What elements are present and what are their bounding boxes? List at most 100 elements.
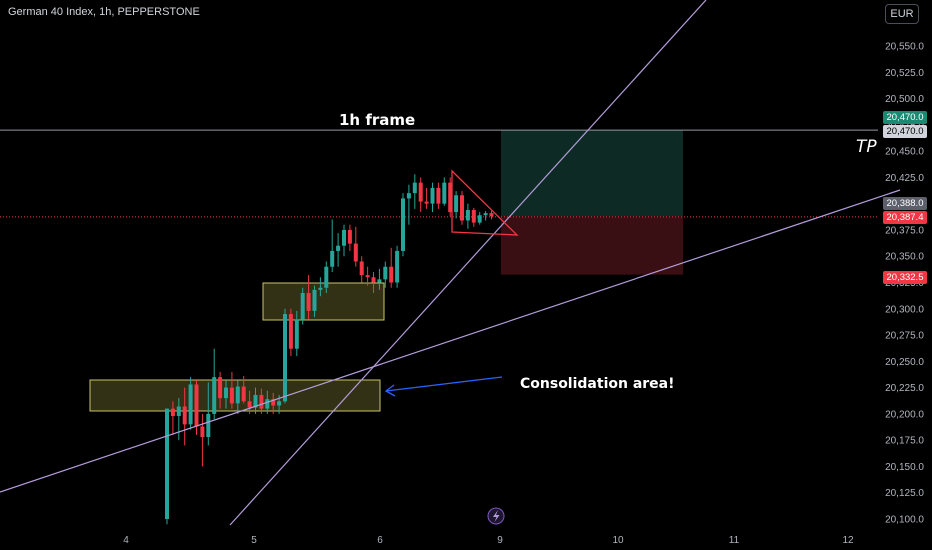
x-axis-tick-label: 10 [612,535,624,546]
consolidation-zone-lower[interactable] [89,379,381,412]
candle-body [170,408,175,416]
trendline-shallow[interactable] [0,189,901,493]
entry-price-tag: 20,388.0 [883,197,927,210]
candle-body [288,314,293,349]
candle-body [436,187,441,204]
stop-price-tag: 20,332.5 [883,271,927,284]
x-axis-tick-label: 11 [729,535,740,546]
candle-body [176,406,181,416]
candle-body [371,277,376,283]
candle-body [383,266,388,280]
candle-body [448,182,453,213]
candle-body [353,243,358,262]
candle-body [318,287,323,290]
candle-body [277,401,282,406]
annotation-arrow-head [384,384,396,397]
candle-body [294,319,299,349]
candle-body [271,399,276,406]
lightning-icon[interactable] [493,510,500,522]
candle-body [312,289,317,311]
tp-price-tag-secondary: 20,470.0 [883,125,927,138]
candle-body [430,187,435,204]
candle-body [418,182,423,202]
candle-body [359,261,364,276]
candle-body [324,266,329,288]
y-axis-tick-label: 20,175.0 [885,436,924,447]
y-axis-tick-label: 20,100.0 [885,515,924,526]
profit-zone[interactable] [501,130,683,217]
candle-body [188,384,193,425]
candle-body [401,198,405,251]
candle-body [460,195,464,221]
candle-body [336,245,341,251]
candle-body [489,213,494,217]
candle-body [306,293,311,311]
candle-body [406,193,411,199]
candle-body [235,386,240,404]
candle-body [265,399,270,409]
last-price-tag: 20,387.4 [883,211,927,224]
x-axis-tick-label: 6 [377,535,383,546]
candle-body [283,314,287,402]
candle-body [229,387,234,404]
candle-body [365,275,370,278]
candle-body [347,229,352,244]
y-axis-tick-label: 20,450.0 [885,147,924,158]
tp-annotation: TP [856,137,877,157]
currency-button[interactable]: EUR [885,4,919,24]
candle-body [465,209,470,221]
frame-annotation: 1h frame [339,111,416,129]
y-axis-tick-label: 20,375.0 [885,225,924,236]
candle-body [165,408,169,519]
y-axis-tick-label: 20,150.0 [885,462,924,473]
candle-body [424,201,429,204]
triangle-pattern[interactable] [451,169,519,236]
symbol-title: German 40 Index, 1h, PEPPERSTONE [8,6,200,18]
y-axis-tick-label: 20,200.0 [885,409,924,420]
x-axis-tick-label: 5 [251,535,257,546]
candle-body [253,394,258,408]
y-axis-tick-label: 20,550.0 [885,42,924,53]
annotation-arrow-line[interactable] [385,376,503,392]
x-axis-tick-label: 12 [842,535,854,546]
y-axis-tick-label: 20,250.0 [885,357,924,368]
candle-body [224,387,228,399]
candle-body [330,250,335,267]
candle-body [389,266,394,283]
candle-body [241,386,246,402]
x-axis-tick-label: 9 [497,535,503,546]
candle-body [454,195,459,213]
candle-body [483,213,488,216]
consolidation-zone-upper[interactable] [262,282,385,321]
candle-body [194,384,199,427]
y-axis-tick-label: 20,275.0 [885,331,924,342]
trendline-steep[interactable] [229,0,707,526]
y-axis-tick-label: 20,300.0 [885,304,924,315]
tp-price-tag: 20,470.0 [883,111,927,124]
candle-body [395,250,400,283]
candle-body [259,394,264,409]
candle-body [247,401,252,408]
candle-body [182,406,187,425]
y-axis-tick-label: 20,125.0 [885,488,924,499]
x-axis-tick-label: 4 [123,535,129,546]
y-axis-tick-label: 20,425.0 [885,173,924,184]
candle-body [206,413,211,438]
candle-body [212,377,217,414]
candle-body [218,377,223,399]
consolidation-annotation: Consolidation area! [520,376,675,392]
loss-zone[interactable] [501,216,683,275]
y-axis-tick-label: 20,500.0 [885,94,924,105]
y-axis-tick-label: 20,225.0 [885,383,924,394]
candle-body [342,229,346,246]
candle-body [442,182,447,204]
candle-body [471,209,476,223]
y-axis-tick-label: 20,350.0 [885,252,924,263]
candle-body [412,182,417,194]
y-axis-tick-label: 20,525.0 [885,68,924,79]
candle-body [477,215,482,223]
candle-body [200,426,205,438]
candle-body [300,293,305,320]
